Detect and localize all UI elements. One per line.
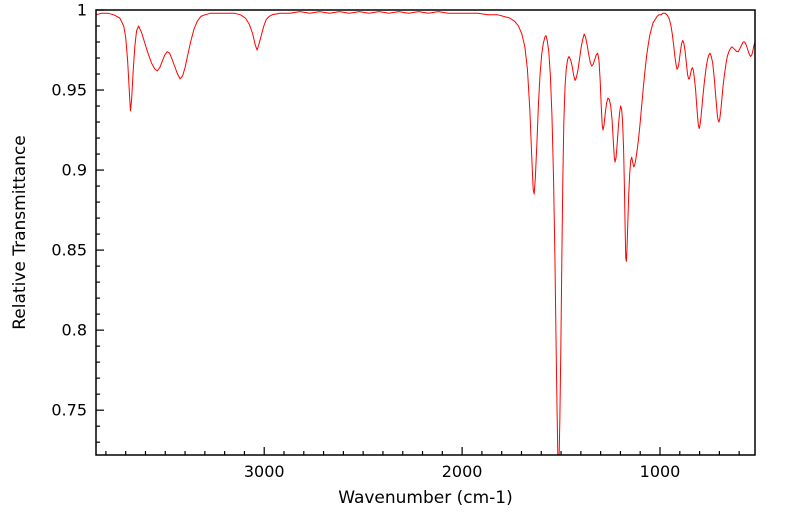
y-tick-label: 0.95 <box>51 81 87 100</box>
x-tick-label: 2000 <box>442 462 483 481</box>
plot-frame <box>95 9 756 456</box>
y-tick-label: 0.8 <box>62 321 87 340</box>
spectrum-curve <box>96 11 755 455</box>
y-tick-label: 1 <box>77 1 87 20</box>
y-tick-label: 0.85 <box>51 241 87 260</box>
y-tick-label: 0.75 <box>51 401 87 420</box>
x-axis-label: Wavenumber (cm-1) <box>338 488 513 508</box>
y-axis-label: Relative Transmittance <box>10 135 30 330</box>
x-tick-label: 1000 <box>640 462 681 481</box>
x-tick-label: 3000 <box>244 462 285 481</box>
y-tick-label: 0.9 <box>62 161 87 180</box>
